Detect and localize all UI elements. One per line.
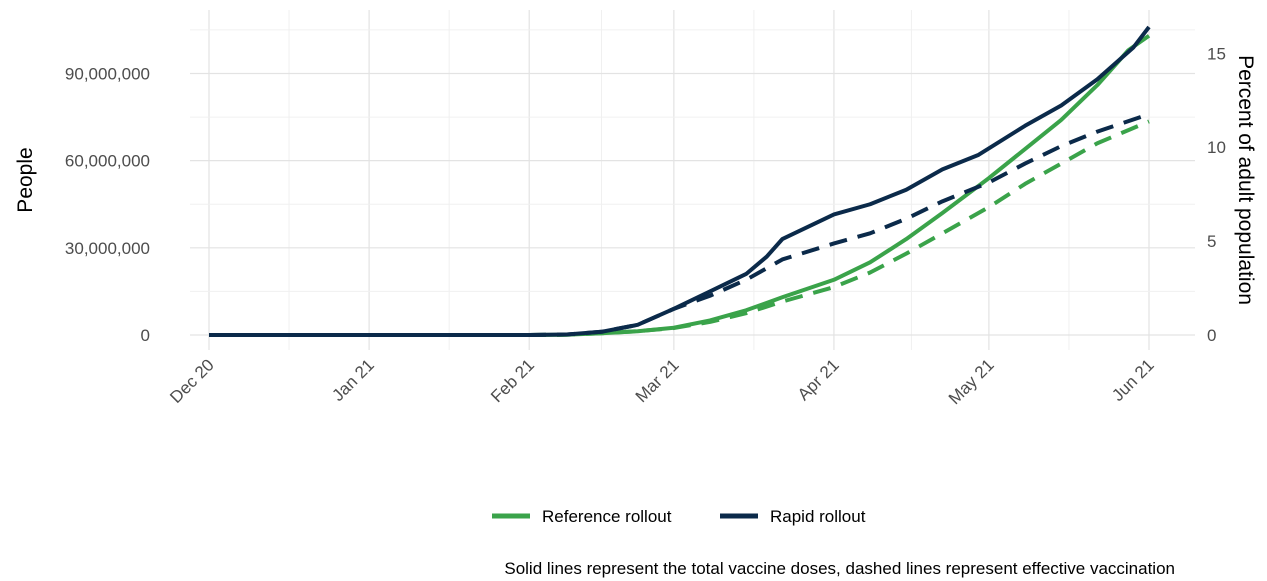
x-axis-ticks: Dec 20 Jan 21 Feb 21 Mar 21 Apr 21 May 21 Jun … [166, 355, 1158, 408]
x-tick-label: Apr 21 [794, 355, 843, 404]
x-tick-label: Jun 21 [1108, 355, 1158, 405]
reference-dashed-series-line [209, 119, 1150, 337]
rapid-dashed-series-line [209, 112, 1150, 337]
series-lines [209, 25, 1151, 337]
y-tick-label: 90,000,000 [65, 64, 150, 83]
right-y-axis-ticks: 0 5 10 15 [1207, 44, 1226, 345]
y2-tick-label: 10 [1207, 138, 1226, 157]
legend-label-rapid: Rapid rollout [770, 507, 866, 526]
grid-lines [190, 10, 1195, 350]
y-tick-label: 60,000,000 [65, 152, 150, 171]
x-tick-label: May 21 [945, 355, 998, 408]
rapid-solid-series-line [209, 25, 1151, 337]
x-tick-label: Feb 21 [487, 355, 538, 406]
y2-tick-label: 15 [1207, 44, 1226, 63]
y-tick-label: 0 [141, 326, 150, 345]
legend: Reference rollout Rapid rollout [492, 507, 866, 526]
y-tick-label: 30,000,000 [65, 239, 150, 258]
x-tick-label: Jan 21 [328, 355, 378, 405]
y-axis-title: People [14, 147, 37, 212]
x-tick-label: Mar 21 [632, 355, 683, 406]
legend-label-reference: Reference rollout [542, 507, 672, 526]
chart-caption: Solid lines represent the total vaccine … [504, 559, 1175, 578]
y2-tick-label: 0 [1207, 326, 1216, 345]
left-y-axis-ticks: 0 30,000,000 60,000,000 90,000,000 [65, 64, 150, 345]
secondary-y-axis-title: Percent of adult population [1234, 55, 1257, 305]
reference-solid-series-line [209, 34, 1151, 337]
y2-tick-label: 5 [1207, 232, 1216, 251]
x-tick-label: Dec 20 [166, 355, 218, 407]
